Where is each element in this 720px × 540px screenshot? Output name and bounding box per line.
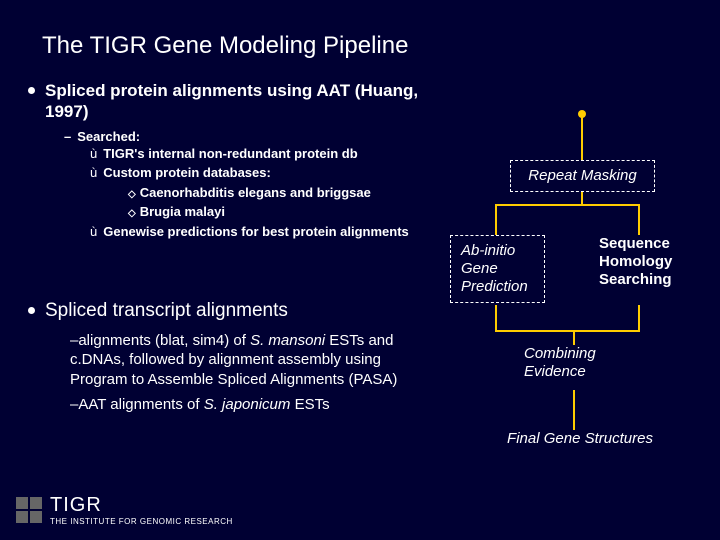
footer-main: TIGR bbox=[50, 494, 233, 517]
sub-item-1: ù Custom protein databases: bbox=[90, 163, 428, 183]
sub-searched: –Searched: bbox=[64, 129, 428, 144]
diamond-icon: ◇ bbox=[128, 189, 136, 200]
flow-line bbox=[495, 204, 583, 206]
para2-suffix: ESTs bbox=[290, 396, 329, 413]
para2-prefix: –AAT alignments of bbox=[70, 396, 204, 413]
para1-italic: S. mansoni bbox=[250, 332, 325, 349]
flow-line bbox=[581, 114, 583, 160]
bullet-1: Spliced protein alignments using AAT (Hu… bbox=[28, 80, 428, 123]
sub-item-1-text: Custom protein databases: bbox=[103, 165, 271, 180]
flow-line bbox=[638, 204, 640, 235]
flow-node-combining: Combining Evidence bbox=[520, 345, 640, 381]
bullet-2: Spliced transcript alignments bbox=[28, 300, 408, 323]
flow-line bbox=[495, 204, 497, 235]
flow-node-final: Final Gene Structures bbox=[480, 430, 680, 448]
custom-db-0: ◇ Caenorhabditis elegans and briggsae bbox=[128, 183, 428, 203]
bullet-1-text: Spliced protein alignments using AAT (Hu… bbox=[45, 80, 428, 123]
logo-icon bbox=[16, 497, 42, 523]
para-2: –AAT alignments of S. japonicum ESTs bbox=[70, 395, 408, 415]
diamond-icon: ◇ bbox=[128, 208, 136, 219]
sub-item-0: ù TIGR's internal non-redundant protein d… bbox=[90, 144, 428, 164]
para2-italic: S. japonicum bbox=[204, 396, 291, 413]
u-icon: ù bbox=[90, 165, 97, 180]
searched-label: Searched: bbox=[77, 129, 140, 144]
u-icon: ù bbox=[90, 146, 97, 161]
flow-line bbox=[581, 204, 639, 206]
flow-line bbox=[495, 330, 575, 332]
sub-item-last: ù Genewise predictions for best protein a… bbox=[90, 222, 428, 242]
flowchart: Repeat Masking Ab-initio Gene Prediction… bbox=[450, 110, 700, 450]
flow-line bbox=[573, 330, 575, 345]
flow-node-abinitio: Ab-initio Gene Prediction bbox=[450, 235, 545, 303]
custom-db-1-text: Brugia malayi bbox=[140, 204, 225, 219]
flow-line bbox=[638, 305, 640, 330]
flow-node-homology: Sequence Homology Searching bbox=[595, 235, 695, 289]
flow-line bbox=[573, 390, 575, 430]
section-1: Spliced protein alignments using AAT (Hu… bbox=[28, 80, 428, 241]
bullet-2-text: Spliced transcript alignments bbox=[45, 300, 288, 323]
flow-line bbox=[573, 330, 640, 332]
footer-sub: THE INSTITUTE FOR GENOMIC RESEARCH bbox=[50, 517, 233, 526]
sub-item-last-text: Genewise predictions for best protein al… bbox=[103, 224, 409, 239]
bullet-icon bbox=[28, 87, 35, 94]
u-icon: ù bbox=[90, 224, 97, 239]
section-2: Spliced transcript alignments –alignment… bbox=[28, 300, 408, 415]
footer-text: TIGR THE INSTITUTE FOR GENOMIC RESEARCH bbox=[50, 494, 233, 526]
custom-db-0-text: Caenorhabditis elegans and briggsae bbox=[140, 185, 371, 200]
para-1: –alignments (blat, sim4) of S. mansoni E… bbox=[70, 331, 408, 390]
dash-icon: – bbox=[64, 129, 71, 144]
flow-line bbox=[495, 305, 497, 330]
footer-logo: TIGR THE INSTITUTE FOR GENOMIC RESEARCH bbox=[16, 494, 233, 526]
custom-db-1: ◇ Brugia malayi bbox=[128, 202, 428, 222]
flow-node-repeat: Repeat Masking bbox=[510, 160, 655, 192]
para1-prefix: –alignments (blat, sim4) of bbox=[70, 332, 250, 349]
flow-line bbox=[581, 192, 583, 204]
slide-title: The TIGR Gene Modeling Pipeline bbox=[42, 32, 408, 60]
bullet-icon bbox=[28, 307, 35, 314]
sub-item-0-text: TIGR's internal non-redundant protein db bbox=[103, 146, 357, 161]
